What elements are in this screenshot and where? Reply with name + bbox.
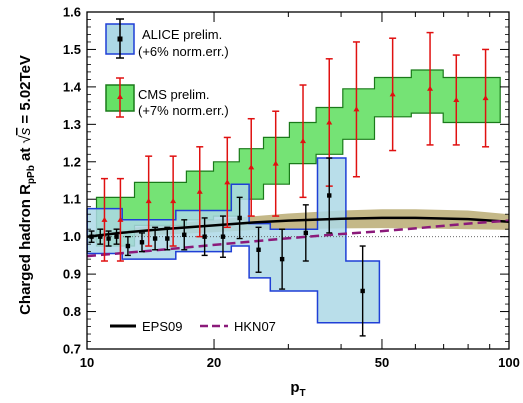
legend-cms-line1: CMS prelim. — [138, 87, 210, 102]
alice-marker — [220, 234, 226, 239]
legend-hkn07: HKN07 — [200, 319, 276, 334]
legend-eps09: EPS09 — [110, 319, 182, 334]
cms-point — [116, 177, 124, 262]
alice-point — [236, 196, 243, 240]
alice-marker — [303, 230, 309, 236]
cms-marker — [224, 179, 231, 185]
cms-point — [389, 37, 397, 152]
legend-alice-line1: ALICE prelim. — [142, 27, 222, 42]
alice-marker — [279, 256, 285, 262]
alice-point — [255, 226, 262, 273]
cms-point — [247, 117, 255, 217]
cms-marker — [482, 95, 489, 101]
alice-point — [279, 228, 286, 290]
alice-marker — [139, 240, 145, 245]
eps09-curve — [86, 216, 510, 238]
alice-marker — [98, 234, 103, 239]
legend-cms: CMS prelim. (+7% norm.err.) — [105, 77, 229, 118]
legend-hkn07-label: HKN07 — [234, 319, 276, 334]
cms-point — [272, 110, 280, 217]
cms-point — [482, 48, 490, 148]
alice-marker — [202, 234, 207, 239]
alice-marker — [106, 236, 111, 241]
alice-marker — [360, 288, 365, 294]
hkn07-curve — [86, 219, 510, 258]
alice-marker — [152, 236, 158, 241]
x-tick-label: 50 — [375, 355, 389, 370]
alice-point — [219, 215, 226, 258]
legend-alice-marker — [117, 36, 123, 42]
alice-point — [302, 204, 309, 262]
x-tick-label: 20 — [207, 355, 221, 370]
alice-point — [113, 228, 120, 245]
y-tick-label: 1.0 — [63, 229, 81, 244]
alice-marker — [256, 247, 261, 252]
cms-marker — [453, 96, 460, 102]
alice-marker — [165, 236, 170, 241]
y-tick-label: 0.9 — [63, 267, 81, 282]
cms-point — [299, 84, 307, 199]
cms-point — [426, 31, 434, 146]
cms-point — [100, 177, 108, 262]
alice-marker — [114, 234, 119, 239]
cms-marker — [170, 198, 177, 204]
alice-marker — [182, 232, 187, 237]
x-axis-title: pT — [290, 379, 305, 399]
alice-systematic-band — [86, 157, 381, 324]
alice-point — [201, 217, 208, 257]
cms-point — [169, 155, 177, 247]
legend-alice: ALICE prelim. (+6% norm.err.) — [105, 18, 229, 59]
x-tick-label: 100 — [498, 355, 520, 370]
cms-point — [196, 146, 204, 238]
y-axis-title: Charged hadron RpPb at √s = 5.02TeV — [17, 55, 37, 315]
cms-point — [145, 155, 153, 247]
cms-marker — [272, 160, 279, 166]
cms-marker — [117, 216, 124, 222]
legend-alice-line2: (+6% norm.err.) — [138, 44, 229, 59]
y-tick-label: 1.2 — [63, 154, 81, 169]
y-tick-label: 1.4 — [63, 79, 82, 94]
cms-marker — [196, 188, 203, 194]
y-tick-label: 1.5 — [63, 42, 81, 57]
legend-cms-marker — [117, 94, 123, 99]
alice-point — [105, 230, 112, 247]
cms-marker — [101, 216, 108, 222]
alice-point — [97, 228, 104, 245]
alice-marker — [327, 193, 332, 198]
y-tick-label: 0.7 — [63, 342, 81, 357]
plot-frame — [86, 11, 510, 350]
alice-marker — [125, 243, 131, 249]
alice-point — [124, 235, 131, 257]
cms-marker — [326, 119, 333, 125]
cms-point — [223, 136, 231, 229]
alice-point — [326, 157, 333, 234]
alice-point — [139, 232, 146, 253]
legend: ALICE prelim. (+6% norm.err.) CMS prelim… — [105, 18, 276, 334]
cms-marker — [353, 106, 360, 112]
cms-marker — [248, 164, 255, 170]
y-tick-label: 0.8 — [63, 304, 81, 319]
alice-point — [181, 219, 188, 251]
cms-marker — [427, 85, 434, 91]
legend-cms-line2: (+7% norm.err.) — [138, 103, 229, 118]
cms-marker — [145, 198, 152, 204]
x-tick-label: 10 — [80, 355, 94, 370]
y-tick-label: 1.3 — [63, 117, 81, 132]
legend-eps09-label: EPS09 — [142, 319, 182, 334]
y-tick-label: 1.1 — [63, 192, 81, 207]
cms-point — [352, 41, 360, 178]
alice-point — [359, 245, 366, 337]
cms-point — [452, 54, 460, 146]
cms-marker — [389, 91, 396, 97]
alice-point — [164, 226, 171, 251]
y-tick-label: 1.6 — [63, 5, 81, 20]
alice-point — [152, 226, 159, 251]
alice-marker — [237, 215, 242, 221]
cms-marker — [300, 138, 307, 144]
plot-area: 0.7 0.8 0.9 1.0 1.1 1.2 1.3 1.4 1.5 1.6 10 20 50 100 — [63, 5, 520, 371]
